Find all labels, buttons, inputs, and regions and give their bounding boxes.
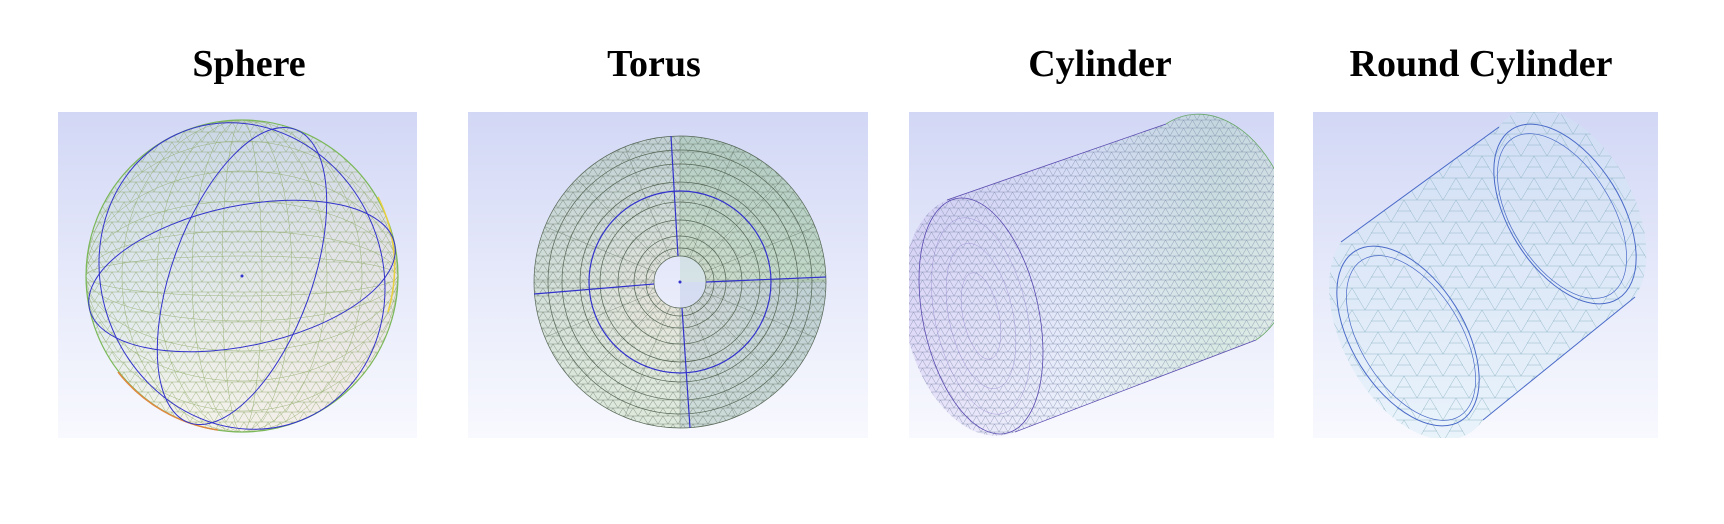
round-cylinder-mesh-icon: [1329, 112, 1647, 438]
round-cylinder-title: Round Cylinder: [1349, 43, 1613, 85]
cylinder-panel: [909, 112, 1274, 438]
cylinder-mesh-icon: [909, 113, 1274, 436]
torus-mesh-icon: [468, 112, 868, 438]
sphere-title: Sphere: [192, 43, 306, 85]
sphere-panel: [58, 112, 417, 438]
torus-panel: [468, 112, 868, 438]
round-cylinder-panel: [1313, 112, 1658, 438]
torus-title: Torus: [607, 43, 701, 85]
cylinder-title: Cylinder: [1028, 43, 1172, 85]
sphere-mesh-icon: [85, 119, 399, 433]
